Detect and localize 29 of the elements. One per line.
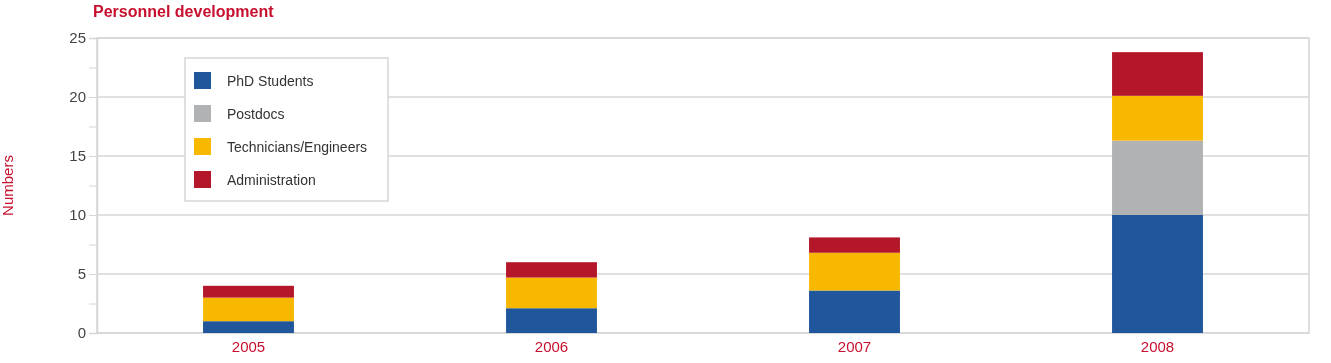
bar <box>809 252 900 291</box>
x-tick-label: 2006 <box>534 337 569 355</box>
x-tick-label: 2005 <box>231 337 266 355</box>
bar <box>506 262 597 278</box>
bar <box>203 321 294 333</box>
legend-label: PhD Students <box>227 73 314 89</box>
y-tick-label: 20 <box>69 88 86 106</box>
chart-title: Personnel development <box>93 3 275 20</box>
bar <box>1112 140 1203 215</box>
bar <box>506 308 597 333</box>
y-tick-label: 15 <box>69 147 86 165</box>
x-tick-label: 2008 <box>1140 337 1175 355</box>
bar <box>1112 52 1203 96</box>
legend-label: Administration <box>227 172 316 188</box>
y-tick-label: 10 <box>69 206 86 224</box>
y-tick-label: 5 <box>77 265 86 283</box>
y-axis-title: Numbers <box>0 155 16 216</box>
legend-label: Postdocs <box>227 106 285 122</box>
y-tick-label: 25 <box>69 29 86 47</box>
bar <box>1112 95 1203 141</box>
bar <box>1112 215 1203 333</box>
legend-label: Technicians/Engineers <box>227 139 368 155</box>
bar <box>809 290 900 333</box>
bar <box>506 277 597 309</box>
y-tick-label: 0 <box>77 324 86 342</box>
bar <box>809 237 900 253</box>
x-tick-label: 2007 <box>837 337 872 355</box>
bar <box>203 297 294 322</box>
bar <box>203 285 294 298</box>
